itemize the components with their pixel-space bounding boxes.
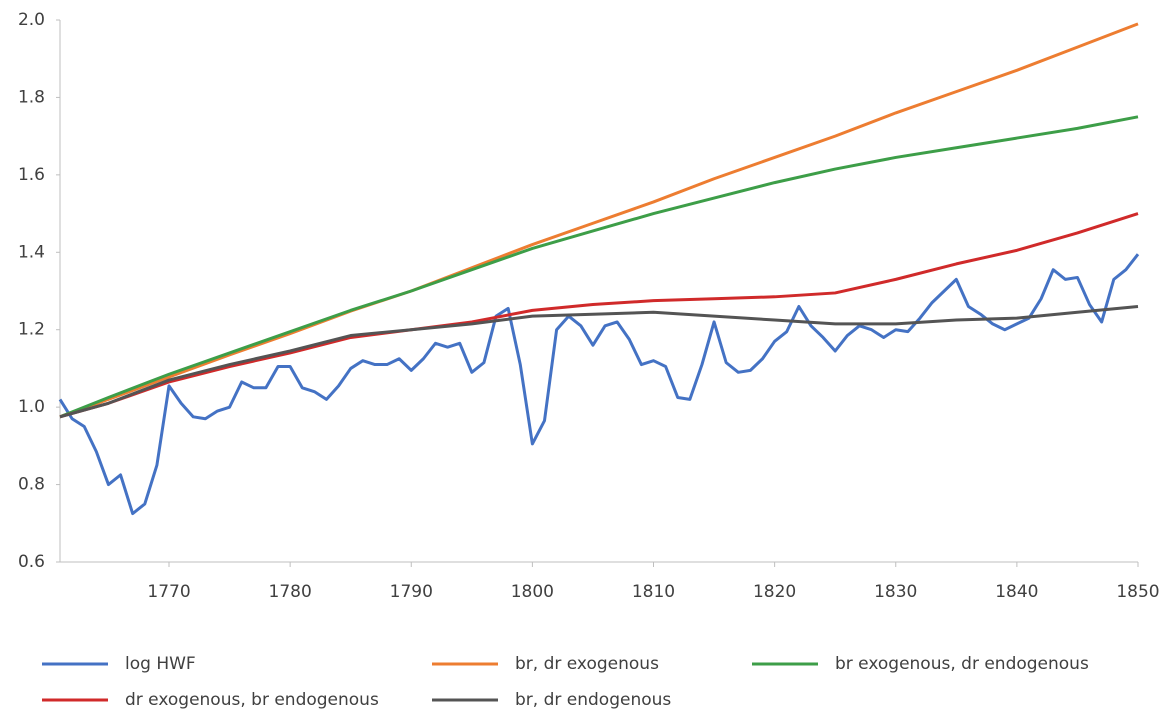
y-tick-label: 1.8	[18, 87, 45, 107]
legend-label: br, dr endogenous	[515, 690, 671, 710]
x-tick-label: 1850	[1116, 582, 1159, 602]
x-tick-label: 1820	[753, 582, 796, 602]
x-tick-label: 1800	[511, 582, 554, 602]
x-tick-label: 1810	[632, 582, 675, 602]
series-line	[59, 22, 1139, 419]
y-tick-label: 2.0	[18, 10, 45, 30]
series-line	[59, 212, 1139, 419]
x-tick-label: 1770	[147, 582, 190, 602]
legend-label: br exogenous, dr endogenous	[835, 654, 1089, 674]
x-tick-label: 1840	[995, 582, 1038, 602]
x-tick-label: 1790	[390, 582, 433, 602]
y-tick-label: 0.6	[18, 552, 45, 572]
x-tick-label: 1830	[874, 582, 917, 602]
x-tick-label: 1780	[269, 582, 312, 602]
series-line	[59, 304, 1139, 419]
legend-label: log HWF	[125, 654, 196, 674]
legend-label: dr exogenous, br endogenous	[125, 690, 379, 710]
y-tick-label: 1.0	[18, 397, 45, 417]
y-tick-label: 1.6	[18, 165, 45, 185]
y-tick-label: 1.4	[18, 242, 45, 262]
y-tick-label: 1.2	[18, 320, 45, 340]
series-line	[59, 115, 1139, 419]
legend-label: br, dr exogenous	[515, 654, 659, 674]
series-line	[58, 253, 1140, 516]
y-tick-label: 0.8	[18, 475, 45, 495]
